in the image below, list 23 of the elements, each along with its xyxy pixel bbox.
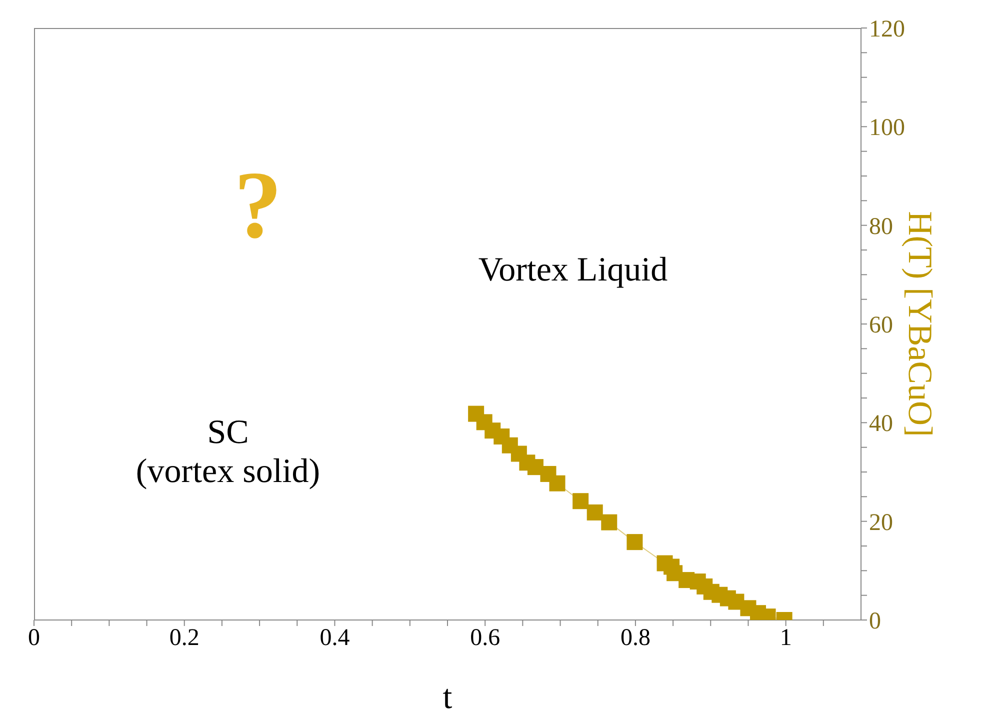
y2-tick-label: 60 xyxy=(869,312,893,339)
x-tick-label: 0.4 xyxy=(320,625,350,652)
y2-tick-label: 120 xyxy=(869,16,905,43)
annotation: ? xyxy=(234,150,282,260)
point xyxy=(549,475,566,492)
x-tick-label: 0 xyxy=(28,625,40,652)
y2-tick-label: 0 xyxy=(869,608,881,635)
annotation: SC (vortex solid) xyxy=(136,412,320,492)
point xyxy=(572,493,589,510)
x-tick-label: 0.2 xyxy=(169,625,200,652)
y2-tick-label: 80 xyxy=(869,214,893,240)
x-tick-label: 1 xyxy=(780,625,792,652)
point xyxy=(601,514,618,530)
y2-axis-title: H(T) [YBaCuO] xyxy=(900,211,938,437)
y2-tick-label: 20 xyxy=(869,510,893,536)
x-tick-label: 0.6 xyxy=(470,625,500,652)
y2-tick-label: 40 xyxy=(869,411,893,438)
annotation: Vortex Liquid xyxy=(478,250,668,290)
point xyxy=(626,534,643,550)
y2-tick-label: 100 xyxy=(869,115,905,142)
point xyxy=(586,504,603,520)
x-axis-title: t xyxy=(442,679,453,716)
x-tick-label: 0.8 xyxy=(620,625,650,652)
